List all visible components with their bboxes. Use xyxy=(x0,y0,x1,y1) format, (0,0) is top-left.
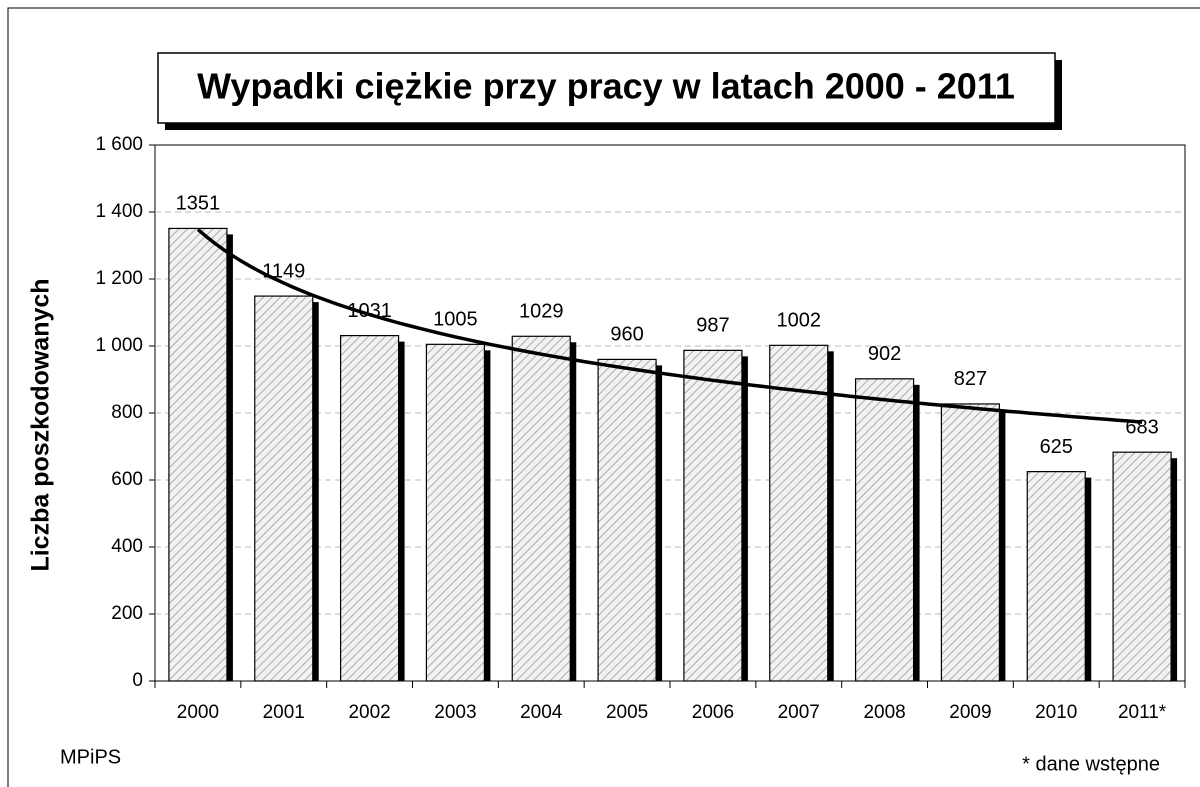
x-tick-label: 2001 xyxy=(263,702,305,723)
bar xyxy=(769,344,829,682)
value-label: 960 xyxy=(610,324,643,346)
y-tick-label: 800 xyxy=(111,402,143,423)
frame xyxy=(7,7,1200,787)
bar xyxy=(683,349,743,682)
bar xyxy=(854,378,915,682)
value-label: 902 xyxy=(868,343,901,365)
source: MPiPS xyxy=(60,746,121,768)
y-axis-label: Liczba poszkodowanych xyxy=(27,278,55,571)
y-tick-label: 1 600 xyxy=(95,134,143,155)
y-tick-label: 400 xyxy=(111,536,143,557)
y-tick-label: 1 400 xyxy=(95,201,143,222)
title-box xyxy=(157,52,1056,124)
x-tick-label: 2008 xyxy=(863,702,905,723)
bar xyxy=(339,335,400,682)
y-tick-label: 1 000 xyxy=(95,335,143,356)
x-tick-label: 2011* xyxy=(1118,702,1167,723)
bar xyxy=(1112,451,1172,682)
x-tick-label: 2009 xyxy=(949,702,991,723)
value-label: 1005 xyxy=(433,309,478,331)
y-tick-label: 0 xyxy=(132,670,143,691)
value-label: 1351 xyxy=(176,193,221,215)
bar xyxy=(254,295,314,682)
bar xyxy=(168,227,228,682)
x-tick-label: 2007 xyxy=(778,702,820,723)
value-label: 827 xyxy=(954,368,987,390)
x-tick-label: 2010 xyxy=(1035,702,1077,723)
x-tick-label: 2005 xyxy=(606,702,648,723)
x-tick-label: 2002 xyxy=(348,702,390,723)
value-label: 1002 xyxy=(777,310,822,332)
y-tick-label: 1 200 xyxy=(95,268,143,289)
value-label: 1029 xyxy=(519,301,564,323)
value-label: 625 xyxy=(1040,436,1073,458)
trend-line xyxy=(196,228,1143,424)
x-tick-label: 2000 xyxy=(177,702,219,723)
y-tick-label: 600 xyxy=(111,469,143,490)
value-label: 1149 xyxy=(262,260,305,282)
bar xyxy=(1026,471,1086,682)
footnote: * dane wstępne xyxy=(1022,753,1160,775)
x-tick-label: 2004 xyxy=(520,702,563,723)
bar xyxy=(425,343,486,682)
bar xyxy=(940,403,1001,682)
y-tick-label: 200 xyxy=(111,603,143,624)
bar xyxy=(511,335,571,682)
x-tick-label: 2003 xyxy=(434,702,476,723)
value-label: 987 xyxy=(696,315,729,337)
chart-title: Wypadki ciężkie przy pracy w latach 2000… xyxy=(197,66,1015,107)
x-tick-label: 2006 xyxy=(692,702,734,723)
bar xyxy=(597,358,657,682)
